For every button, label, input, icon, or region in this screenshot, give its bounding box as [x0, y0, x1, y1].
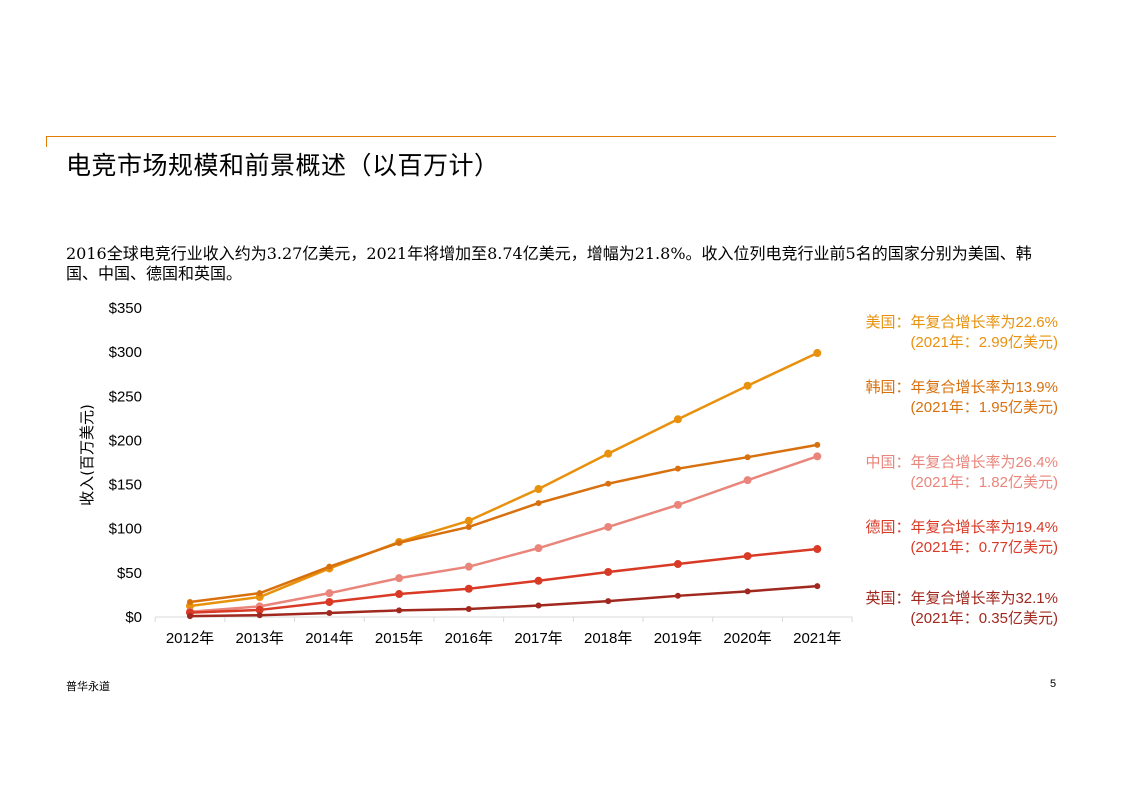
data-point [534, 576, 543, 585]
x-tick-label: 2014年 [305, 630, 353, 647]
data-point [604, 567, 613, 576]
header-rule [46, 136, 1056, 137]
data-point [464, 584, 473, 593]
x-tick-label: 2017年 [514, 630, 562, 647]
data-point [464, 562, 473, 571]
x-tick-label: 2018年 [584, 630, 632, 647]
y-tick-label: $350 [109, 300, 142, 317]
data-point [326, 610, 333, 617]
data-point [813, 452, 822, 461]
data-point [256, 590, 263, 597]
data-point [464, 516, 473, 525]
data-point [604, 522, 613, 531]
x-tick-label: 2021年 [793, 630, 841, 647]
data-point [743, 476, 752, 485]
y-tick-label: $0 [125, 609, 142, 626]
data-point [814, 441, 821, 448]
data-point [465, 606, 472, 613]
series-line-1 [189, 443, 818, 604]
data-point [534, 484, 543, 493]
data-point [326, 563, 333, 570]
x-tick-label: 2013年 [236, 630, 284, 647]
legend-uk-line2: (2021年：0.35亿美元) [910, 610, 1058, 627]
y-axis-title: 收入(百万美元) [78, 404, 96, 506]
data-point [605, 598, 612, 605]
data-point [325, 589, 334, 598]
y-tick-label: $100 [109, 521, 142, 538]
series-line-3 [189, 547, 818, 614]
data-point [396, 607, 403, 614]
data-point [535, 602, 542, 609]
legend-uk-line1: 英国：年复合增长率为32.1% [865, 590, 1058, 607]
data-point [743, 552, 752, 561]
series-line-2 [189, 455, 818, 613]
y-tick-label: $50 [117, 565, 142, 582]
data-point [255, 605, 264, 614]
data-point [744, 454, 751, 461]
x-tick-label: 2012年 [166, 630, 214, 647]
data-point [673, 500, 682, 509]
page-number: 5 [1050, 678, 1057, 690]
summary-paragraph: 2016全球电竞行业收入约为3.27亿美元，2021年将增加至8.74亿美元，增… [66, 244, 1032, 283]
footer-brand: 普华永道 [66, 681, 110, 693]
data-point [813, 349, 822, 358]
legend-china-line2: (2021年：1.82亿美元) [910, 474, 1058, 491]
data-point [256, 612, 263, 619]
data-point [534, 544, 543, 553]
legend-korea-line1: 韩国：年复合增长率为13.9% [865, 379, 1058, 396]
y-tick-label: $300 [109, 344, 142, 361]
data-point [396, 539, 403, 546]
legend-germany: 德国：年复合增长率为19.4% (2021年：0.77亿美元) [865, 518, 1058, 558]
legend-korea-line2: (2021年：1.95亿美元) [910, 399, 1058, 416]
data-point [674, 465, 681, 472]
legend-korea: 韩国：年复合增长率为13.9% (2021年：1.95亿美元) [865, 378, 1058, 418]
data-point [325, 597, 334, 606]
data-point [187, 613, 193, 620]
data-point [604, 449, 613, 458]
x-tick-label: 2015年 [375, 630, 423, 647]
x-tick-label: 2019年 [654, 630, 702, 647]
legend-china-line1: 中国：年复合增长率为26.4% [865, 454, 1058, 471]
data-point [465, 523, 472, 530]
data-point [673, 415, 682, 424]
legend-uk: 英国：年复合增长率为32.1% (2021年：0.35亿美元) [865, 589, 1058, 629]
y-tick-label: $200 [109, 432, 142, 449]
legend-china: 中国：年复合增长率为26.4% (2021年：1.82亿美元) [865, 453, 1058, 493]
series-line-4 [189, 584, 818, 618]
data-point [535, 500, 542, 507]
data-point [813, 545, 822, 554]
series-line-0 [189, 351, 818, 608]
legend-us: 美国：年复合增长率为22.6% (2021年：2.99亿美元) [865, 313, 1058, 353]
data-point [395, 574, 404, 583]
y-tick-label: $250 [109, 388, 142, 405]
data-point [395, 590, 404, 599]
data-point [187, 598, 193, 605]
data-point [743, 381, 752, 390]
legend-us-line1: 美国：年复合增长率为22.6% [865, 314, 1058, 331]
header-rule-tick [46, 136, 47, 147]
y-tick-label: $150 [109, 477, 142, 494]
data-point [605, 480, 612, 487]
data-point [673, 560, 682, 569]
x-tick-label: 2016年 [445, 630, 493, 647]
x-tick-label: 2020年 [723, 630, 771, 647]
legend-us-line2: (2021年：2.99亿美元) [910, 334, 1058, 351]
legend-germany-line1: 德国：年复合增长率为19.4% [865, 519, 1058, 536]
data-point [674, 592, 681, 599]
page-title: 电竞市场规模和前景概述（以百万计） [66, 151, 500, 180]
data-point [814, 583, 821, 590]
data-point [744, 588, 751, 595]
legend-germany-line2: (2021年：0.77亿美元) [910, 539, 1058, 556]
